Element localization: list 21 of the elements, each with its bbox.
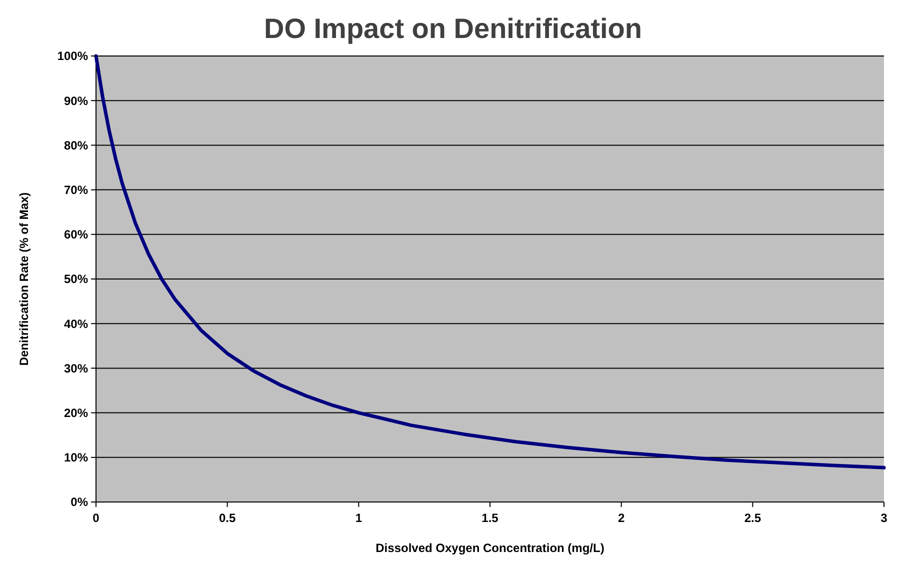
y-tick-label: 30% <box>64 361 88 376</box>
chart-title: DO Impact on Denitrification <box>264 13 642 44</box>
y-tick-label: 90% <box>64 94 88 108</box>
y-tick-label: 20% <box>64 406 88 420</box>
y-tick-label: 100% <box>57 49 88 64</box>
x-tick-label: 2 <box>618 511 625 525</box>
y-tick-label: 70% <box>64 183 88 197</box>
x-tick-label: 0.5 <box>218 511 236 525</box>
x-tick-label: 1 <box>355 511 362 525</box>
x-tick-label: 1.5 <box>482 511 499 525</box>
x-tick-label: 3 <box>880 511 888 525</box>
y-tick-label: 0% <box>70 495 88 510</box>
x-axis-title: Dissolved Oxygen Concentration (mg/L) <box>376 541 604 555</box>
x-tick-label: 0 <box>92 511 100 525</box>
y-tick-label: 50% <box>64 272 88 286</box>
y-tick-label: 10% <box>64 450 88 465</box>
y-tick-label: 40% <box>64 316 88 331</box>
x-tick-label: 2.5 <box>744 511 762 525</box>
y-tick-label: 60% <box>64 228 88 242</box>
y-tick-label: 80% <box>64 138 88 152</box>
y-axis-title: Denitrification Rate (% of Max) <box>17 192 31 366</box>
